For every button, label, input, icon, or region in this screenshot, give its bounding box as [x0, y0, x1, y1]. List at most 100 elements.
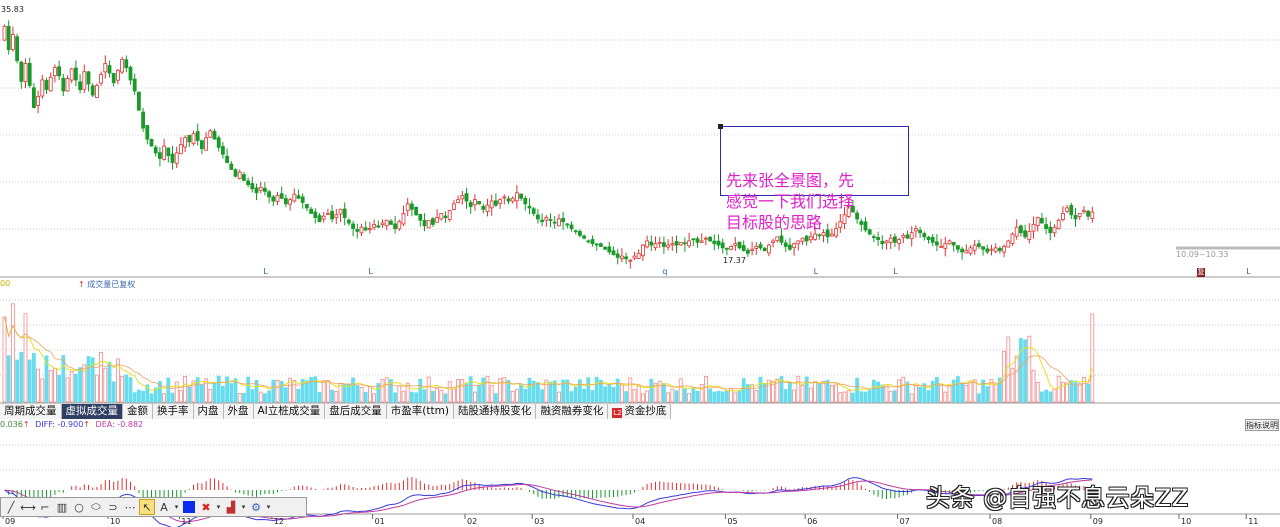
volume-bar	[317, 391, 322, 403]
tab-5[interactable]: 外盘	[223, 404, 254, 419]
color-swatch-icon[interactable]	[181, 499, 197, 515]
candle-body	[1006, 240, 1011, 248]
volume-bar	[582, 388, 586, 403]
more-tool-icon[interactable]: ⋯	[124, 500, 136, 514]
text-tool-icon[interactable]: A	[160, 500, 168, 514]
tab-9[interactable]: 陆股通持股变化	[453, 404, 537, 419]
tab-3[interactable]: 换手率	[153, 404, 194, 419]
macd-diff: DIFF: -0.900	[35, 420, 84, 429]
volume-bar	[615, 378, 620, 403]
candle-body	[817, 234, 822, 237]
volume-bar	[775, 378, 780, 403]
volume-bars	[2, 303, 1095, 403]
candle-body	[384, 219, 389, 227]
candle-body	[498, 199, 503, 204]
volume-bar	[351, 377, 356, 403]
volume-bar	[926, 390, 931, 403]
tab-6[interactable]: AI立桩成交量	[253, 404, 326, 419]
volume-bar	[78, 367, 82, 403]
volume-bar	[342, 383, 347, 403]
candle-body	[884, 240, 889, 244]
candle-body	[729, 246, 733, 250]
volume-bar	[220, 385, 225, 403]
brush-dropdown-icon[interactable]: ▾	[241, 503, 246, 511]
restoration-badge[interactable]: 复	[1197, 268, 1205, 277]
volume-bar	[838, 392, 843, 403]
tab-8[interactable]: 市盈率(ttm)	[386, 404, 454, 419]
candle-body	[674, 241, 679, 246]
volume-bar	[267, 390, 272, 403]
volume-bar	[691, 387, 696, 403]
tab-1[interactable]: 虚拟成交量	[61, 404, 123, 419]
volume-bar	[590, 390, 595, 403]
volume-bar	[859, 391, 864, 403]
candle-body	[271, 196, 276, 202]
volume-bar	[384, 377, 389, 403]
candle-body	[1027, 230, 1032, 240]
time-label-1: 10	[110, 517, 120, 526]
candle-body	[216, 137, 221, 148]
tab-10[interactable]: 融资融券变化	[536, 404, 609, 419]
candle-body	[872, 236, 876, 239]
candle-body	[250, 183, 255, 190]
volume-bar	[754, 389, 759, 403]
event-marker-3: L	[814, 267, 819, 276]
tab-7[interactable]: 盘后成交量	[325, 404, 387, 419]
candle-body	[90, 85, 95, 96]
volume-bar	[95, 374, 99, 403]
settings-gear-icon[interactable]: ⚙	[251, 500, 261, 514]
tab-2[interactable]: 金额	[123, 404, 153, 419]
ellipse-tool-icon[interactable]: ⬭	[91, 500, 101, 513]
volume-bar	[153, 387, 158, 403]
candle-body	[636, 252, 641, 259]
text-dropdown-icon[interactable]: ▾	[174, 503, 179, 511]
volume-bar	[36, 368, 40, 403]
delete-dropdown-icon[interactable]: ▾	[216, 503, 221, 511]
volume-bar	[1073, 381, 1078, 403]
candle-body	[573, 230, 578, 233]
crop-tool-icon[interactable]: ⌐	[40, 500, 50, 514]
candle-body	[124, 59, 129, 68]
line-tool-icon[interactable]: ╱	[7, 500, 15, 514]
volume-bar	[258, 391, 263, 403]
annotation-handle[interactable]	[718, 124, 723, 129]
candle-body	[783, 242, 788, 247]
candle-body	[758, 244, 763, 249]
volume-bar	[930, 380, 935, 403]
candle-body	[968, 247, 973, 254]
volume-bar	[283, 387, 288, 403]
event-marker-2: q	[662, 267, 667, 276]
volume-bar	[632, 389, 637, 403]
candle-body	[27, 63, 32, 86]
candle-body	[451, 203, 456, 210]
tab-4[interactable]: 内盘	[193, 404, 224, 419]
volume-bar	[599, 379, 603, 403]
candle-body	[750, 248, 754, 252]
candle-body	[691, 238, 696, 241]
pointer-tool-icon[interactable]: ↖	[139, 499, 155, 515]
candle-body	[376, 225, 381, 228]
volume-bar	[758, 376, 763, 403]
candle-body	[851, 205, 855, 213]
volume-bar	[292, 380, 297, 403]
arc-tool-icon[interactable]: ⊃	[108, 500, 118, 514]
circle-tool-icon[interactable]: ○	[74, 500, 84, 514]
volume-bar	[783, 389, 788, 403]
volume-bar	[162, 393, 167, 403]
indicator-help-button[interactable]: 指标说明	[1245, 419, 1279, 431]
candle-body	[586, 240, 591, 243]
brush-tool-icon[interactable]: ▟	[226, 500, 236, 514]
tab-11[interactable]: L2 资金抄底	[608, 404, 672, 419]
annotation-box[interactable]: 先来张全景图，先 感觉一下我们选择 目标股的思路	[718, 124, 909, 232]
candle-body	[481, 205, 486, 210]
volume-bar	[1077, 383, 1082, 403]
segment-tool-icon[interactable]: ⟷	[20, 500, 36, 514]
volume-bar	[409, 391, 414, 403]
settings-dropdown-icon[interactable]: ▾	[266, 503, 271, 511]
tab-0[interactable]: 周期成交量	[0, 404, 62, 419]
channel-tool-icon[interactable]: ▥	[56, 500, 68, 514]
volume-bar	[914, 384, 918, 403]
volume-bar	[57, 374, 61, 403]
delete-tool-icon[interactable]: ✖	[201, 500, 211, 514]
